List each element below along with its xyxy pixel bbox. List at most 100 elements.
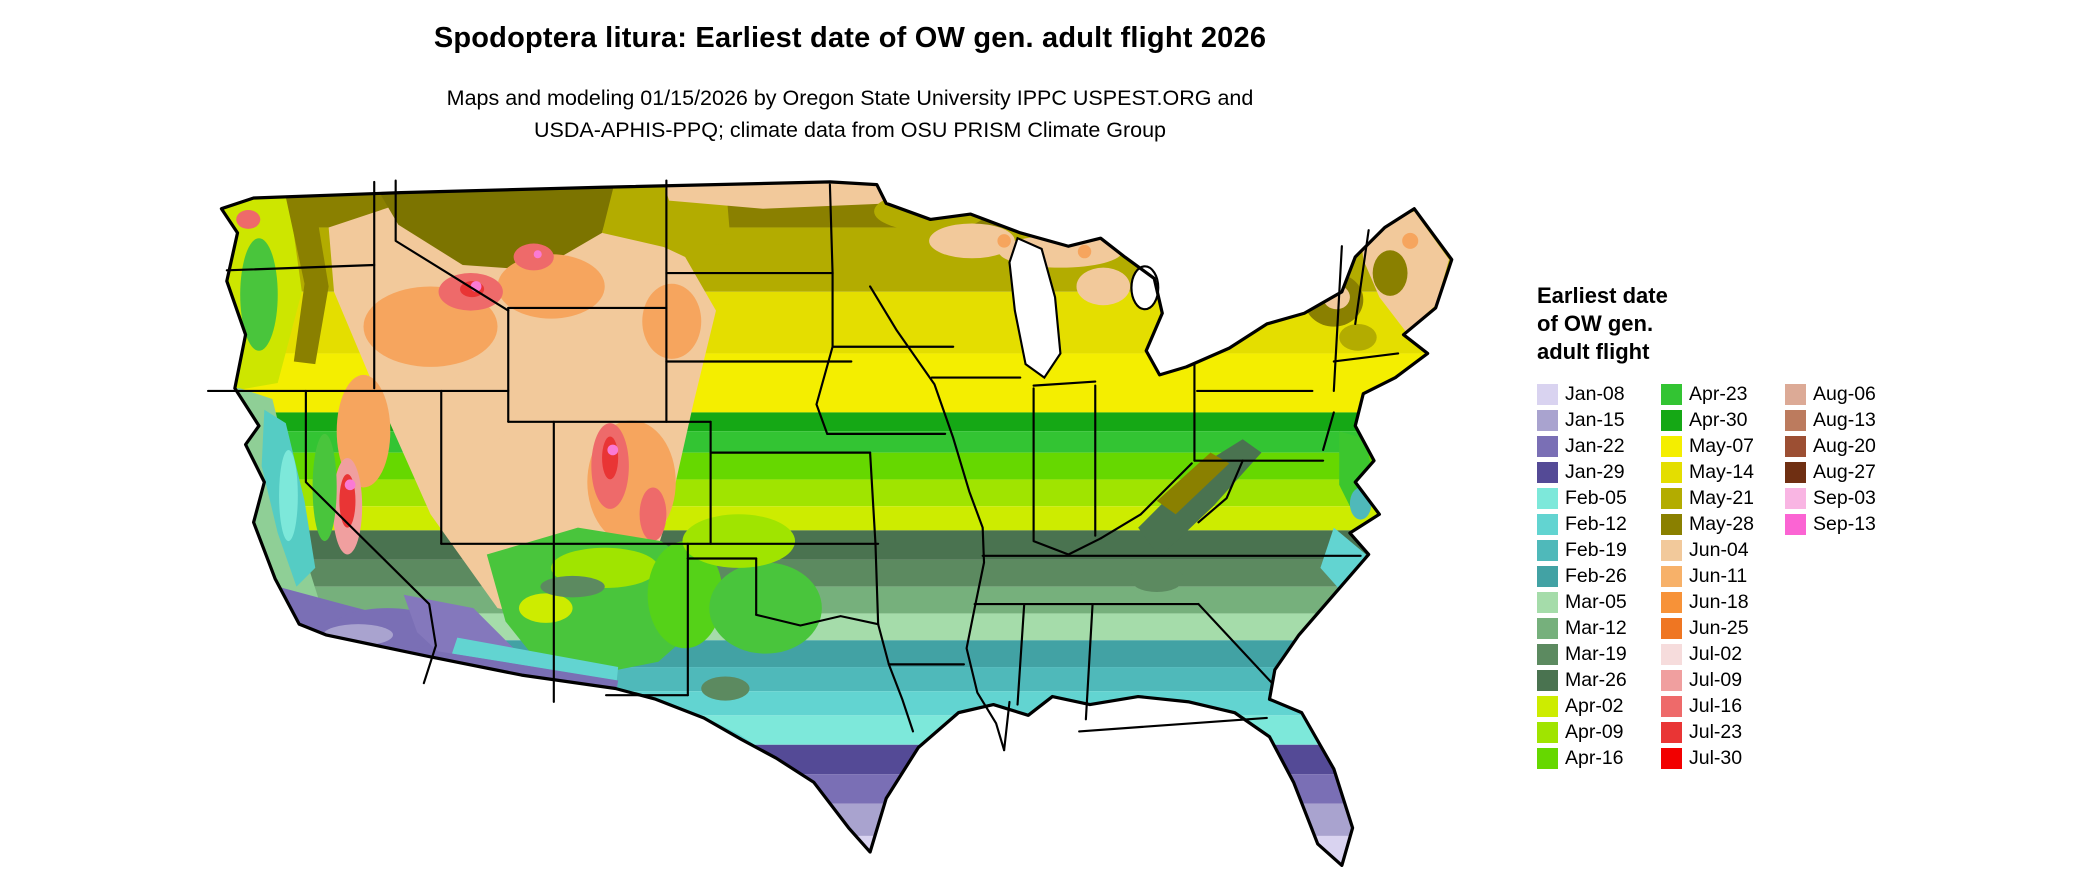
legend-item: Jul-09 [1661,668,1785,694]
legend-item: Jun-18 [1661,590,1785,616]
legend-label: Feb-12 [1565,513,1627,536]
legend-column: Apr-23 Apr-30 May-07 May-14 May-21 May-28 Jun-… [1661,382,1785,772]
legend-label: Jul-02 [1689,643,1743,666]
legend-title-line-1: Earliest date [1537,283,1668,308]
subtitle: Maps and modeling 01/15/2026 by Oregon S… [0,82,1700,147]
legend-swatch [1785,410,1806,432]
legend-item: Jul-16 [1661,694,1785,720]
legend-item: Jan-22 [1537,434,1661,460]
legend-item: Jan-08 [1537,382,1661,408]
legend-label: Aug-27 [1813,461,1876,484]
legend-swatch [1785,488,1806,510]
legend-label: Aug-13 [1813,409,1876,432]
legend-swatch [1661,722,1682,744]
legend-swatch [1537,462,1558,484]
page-title: Spodoptera litura: Earliest date of OW g… [433,22,1267,54]
legend-item: Jul-30 [1661,746,1785,772]
legend-label: Jan-29 [1565,461,1625,484]
legend-swatch [1661,384,1682,406]
legend-swatch [1537,566,1558,588]
legend-swatch [1537,748,1558,770]
legend-column: Jan-08 Jan-15 Jan-22 Jan-29 Feb-05 Feb-12 Feb-… [1537,382,1661,772]
legend-label: Jan-15 [1565,409,1625,432]
legend-swatch [1661,540,1682,562]
legend-swatch [1661,592,1682,614]
legend-swatch [1661,436,1682,458]
legend-label: Jun-11 [1689,565,1748,588]
legend-label: Sep-03 [1813,487,1876,510]
subtitle-line-2: USDA-APHIS-PPQ; climate data from OSU PR… [533,118,1167,143]
legend-swatch [1537,644,1558,666]
legend-label: Feb-05 [1565,487,1627,510]
legend-item: Aug-13 [1785,408,1909,434]
legend-item: May-21 [1661,486,1785,512]
legend-swatch [1537,670,1558,692]
legend-label: Jun-25 [1689,617,1749,640]
legend-label: Jul-16 [1689,695,1743,718]
legend-item: Feb-26 [1537,564,1661,590]
legend-title: Earliest date of OW gen. adult flight [1537,282,1977,366]
legend-label: Feb-19 [1565,539,1627,562]
legend-swatch [1537,488,1558,510]
legend-item: Aug-27 [1785,460,1909,486]
legend-label: Apr-16 [1565,747,1624,770]
legend-label: Feb-26 [1565,565,1627,588]
legend-item: Aug-06 [1785,382,1909,408]
legend-item: Aug-20 [1785,434,1909,460]
legend: Earliest date of OW gen. adult flight Ja… [1537,282,1977,772]
legend-swatch [1537,514,1558,536]
legend-swatch [1537,410,1558,432]
map-color-layer [221,181,1452,866]
legend-label: Jul-30 [1689,747,1743,770]
legend-label: Aug-06 [1813,383,1876,406]
legend-item: May-07 [1661,434,1785,460]
legend-swatch [1661,618,1682,640]
legend-item: Feb-12 [1537,512,1661,538]
legend-item: Apr-09 [1537,720,1661,746]
legend-swatch [1661,462,1682,484]
legend-columns: Jan-08 Jan-15 Jan-22 Jan-29 Feb-05 Feb-12 Feb-… [1537,382,1977,772]
legend-swatch [1661,514,1682,536]
legend-item: Jan-15 [1537,408,1661,434]
legend-swatch [1537,540,1558,562]
legend-swatch [1537,436,1558,458]
legend-label: May-28 [1689,513,1755,536]
legend-column: Aug-06 Aug-13 Aug-20 Aug-27 Sep-03 Sep-13 [1785,382,1909,772]
legend-swatch [1661,566,1682,588]
legend-item: Mar-05 [1537,590,1661,616]
legend-title-line-3: adult flight [1537,338,1650,364]
legend-label: Mar-19 [1565,643,1627,666]
legend-swatch [1537,592,1558,614]
legend-swatch [1537,696,1558,718]
legend-item: Sep-13 [1785,512,1909,538]
legend-swatch [1537,618,1558,640]
legend-label: Aug-20 [1813,435,1876,458]
legend-label: Jan-08 [1565,383,1625,406]
legend-swatch [1785,462,1806,484]
legend-item: Mar-19 [1537,642,1661,668]
legend-item: Apr-30 [1661,408,1785,434]
subtitle-line-1: Maps and modeling 01/15/2026 by Oregon S… [446,86,1254,110]
legend-label: May-07 [1689,435,1755,458]
legend-swatch [1537,384,1558,406]
legend-item: Feb-19 [1537,538,1661,564]
us-map [200,163,1500,887]
legend-label: May-21 [1689,487,1755,510]
legend-label: Apr-09 [1565,721,1624,744]
legend-label: Sep-13 [1813,513,1876,536]
lake-michigan [1008,236,1062,380]
legend-item: Apr-16 [1537,746,1661,772]
legend-item: Sep-03 [1785,486,1909,512]
legend-label: Apr-30 [1689,409,1748,432]
legend-swatch [1537,722,1558,744]
legend-item: Apr-02 [1537,694,1661,720]
legend-swatch [1661,410,1682,432]
legend-swatch [1661,488,1682,510]
legend-label: Mar-05 [1565,591,1627,614]
legend-item: May-28 [1661,512,1785,538]
legend-swatch [1661,696,1682,718]
legend-label: May-14 [1689,461,1755,484]
legend-label: Mar-12 [1565,617,1627,640]
legend-title-line-2: of OW gen. [1537,310,1654,336]
legend-label: Jun-04 [1689,539,1749,562]
